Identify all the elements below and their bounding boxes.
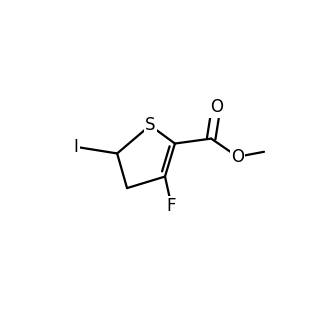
Text: O: O bbox=[210, 98, 223, 116]
Text: O: O bbox=[231, 148, 244, 166]
Text: i: i bbox=[74, 138, 78, 156]
Text: S: S bbox=[145, 116, 155, 134]
Text: I: I bbox=[74, 138, 78, 156]
Text: F: F bbox=[167, 197, 176, 215]
